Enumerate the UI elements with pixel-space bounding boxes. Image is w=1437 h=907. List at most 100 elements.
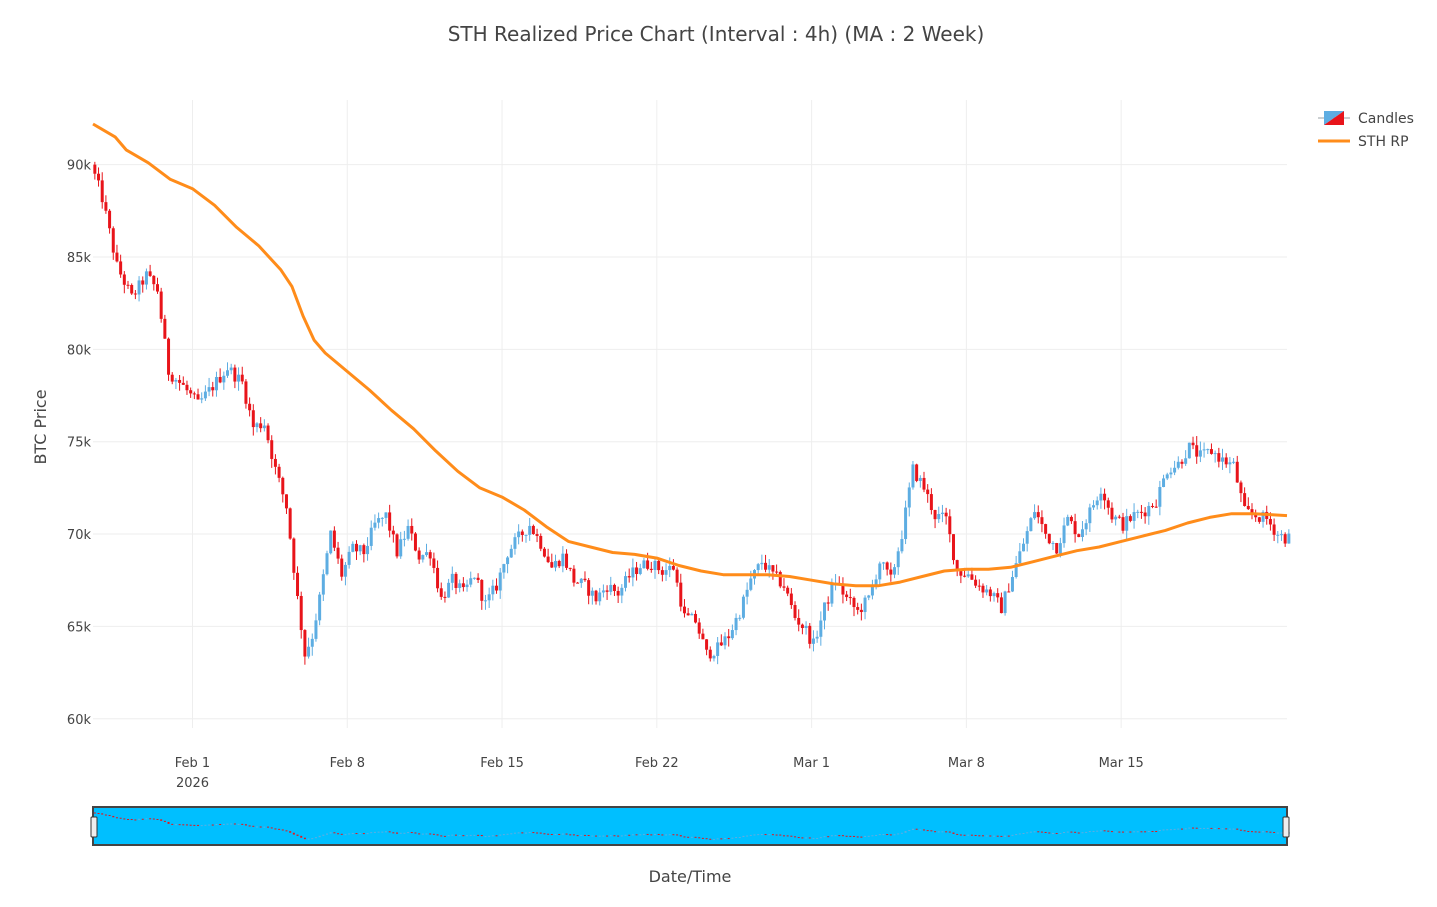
candle-up[interactable] xyxy=(1165,472,1169,481)
candle-down[interactable] xyxy=(727,629,731,647)
candle-down[interactable] xyxy=(480,579,484,610)
candle-down[interactable] xyxy=(988,586,992,602)
candle-down[interactable] xyxy=(100,172,104,209)
candle-down[interactable] xyxy=(436,560,440,593)
candle-up[interactable] xyxy=(207,377,211,397)
candle-down[interactable] xyxy=(1143,507,1147,524)
range-slider-background[interactable] xyxy=(92,806,1288,846)
candle-down[interactable] xyxy=(682,599,686,618)
candle-down[interactable] xyxy=(461,577,465,592)
candle-down[interactable] xyxy=(277,463,281,483)
candle-down[interactable] xyxy=(535,528,539,543)
candle-down[interactable] xyxy=(660,566,664,582)
candle-up[interactable] xyxy=(1287,529,1291,544)
candle-up[interactable] xyxy=(262,419,266,432)
candle-down[interactable] xyxy=(476,573,480,583)
candle-up[interactable] xyxy=(513,533,517,555)
candle-up[interactable] xyxy=(237,367,241,391)
candle-down[interactable] xyxy=(557,559,561,569)
candle-down[interactable] xyxy=(159,287,163,323)
candle-up[interactable] xyxy=(881,561,885,570)
candle-down[interactable] xyxy=(178,374,182,391)
candle-up[interactable] xyxy=(653,558,657,579)
candle-down[interactable] xyxy=(542,547,546,558)
candle-down[interactable] xyxy=(152,275,156,291)
candle-up[interactable] xyxy=(144,268,148,290)
candle-down[interactable] xyxy=(1195,436,1199,464)
candle-up[interactable] xyxy=(752,569,756,585)
candle-down[interactable] xyxy=(974,575,978,589)
candle-down[interactable] xyxy=(955,559,959,577)
candle-down[interactable] xyxy=(944,507,948,525)
candle-up[interactable] xyxy=(668,557,672,578)
sth-rp-line[interactable] xyxy=(92,122,1288,588)
candle-down[interactable] xyxy=(1077,533,1081,538)
candle-up[interactable] xyxy=(638,563,642,576)
candle-down[interactable] xyxy=(800,623,804,635)
candle-down[interactable] xyxy=(495,578,499,594)
candle-down[interactable] xyxy=(192,391,196,400)
candle-down[interactable] xyxy=(281,476,285,503)
candle-down[interactable] xyxy=(233,364,237,389)
candle-down[interactable] xyxy=(284,494,288,514)
candle-up[interactable] xyxy=(377,512,381,529)
candle-down[interactable] xyxy=(266,423,270,444)
candle-down[interactable] xyxy=(719,634,723,647)
candle-down[interactable] xyxy=(926,484,930,503)
candle-down[interactable] xyxy=(771,564,775,580)
candle-down[interactable] xyxy=(336,541,340,564)
candle-up[interactable] xyxy=(517,524,521,545)
candle-down[interactable] xyxy=(612,583,616,596)
candle-down[interactable] xyxy=(657,558,661,575)
candle-up[interactable] xyxy=(1147,502,1151,525)
candle-down[interactable] xyxy=(948,509,952,543)
candle-up[interactable] xyxy=(907,482,911,517)
candle-up[interactable] xyxy=(992,591,996,602)
candle-down[interactable] xyxy=(1250,503,1254,520)
candle-up[interactable] xyxy=(1125,508,1129,540)
candle-down[interactable] xyxy=(981,583,985,598)
candle-down[interactable] xyxy=(439,582,443,600)
candle-down[interactable] xyxy=(354,540,358,560)
candle-down[interactable] xyxy=(432,552,436,574)
candle-down[interactable] xyxy=(1180,459,1184,469)
candle-down[interactable] xyxy=(539,533,543,552)
candle-down[interactable] xyxy=(133,290,137,300)
candle-up[interactable] xyxy=(1187,442,1191,459)
candle-up[interactable] xyxy=(1018,543,1022,565)
candle-up[interactable] xyxy=(1162,474,1166,488)
candle-down[interactable] xyxy=(1047,533,1051,545)
candle-down[interactable] xyxy=(1007,583,1011,593)
candle-up[interactable] xyxy=(472,577,476,580)
candle-down[interactable] xyxy=(782,578,786,591)
candle-down[interactable] xyxy=(1106,497,1110,515)
candle-up[interactable] xyxy=(1202,442,1206,458)
candle-down[interactable] xyxy=(240,366,244,385)
candle-down[interactable] xyxy=(170,372,174,385)
candle-down[interactable] xyxy=(852,596,856,617)
candle-up[interactable] xyxy=(369,520,373,551)
candle-down[interactable] xyxy=(885,561,889,576)
candle-down[interactable] xyxy=(299,591,303,639)
candle-down[interactable] xyxy=(550,553,554,569)
candle-down[interactable] xyxy=(587,578,591,605)
candle-down[interactable] xyxy=(951,534,955,565)
candle-up[interactable] xyxy=(137,276,141,302)
candle-up[interactable] xyxy=(1232,458,1236,465)
candle-up[interactable] xyxy=(347,546,351,569)
candle-up[interactable] xyxy=(469,571,473,588)
candle-up[interactable] xyxy=(745,582,749,605)
candle-down[interactable] xyxy=(1243,487,1247,507)
candle-down[interactable] xyxy=(594,589,598,605)
candle-up[interactable] xyxy=(1051,541,1055,551)
candle-down[interactable] xyxy=(163,314,167,339)
candle-up[interactable] xyxy=(561,546,565,573)
candle-up[interactable] xyxy=(1062,517,1066,548)
candle-up[interactable] xyxy=(498,567,502,599)
candle-up[interactable] xyxy=(1206,448,1210,455)
candle-up[interactable] xyxy=(1279,530,1283,541)
candle-down[interactable] xyxy=(1246,497,1250,511)
candle-down[interactable] xyxy=(826,596,830,611)
candle-up[interactable] xyxy=(1088,503,1092,532)
candle-up[interactable] xyxy=(620,584,624,604)
